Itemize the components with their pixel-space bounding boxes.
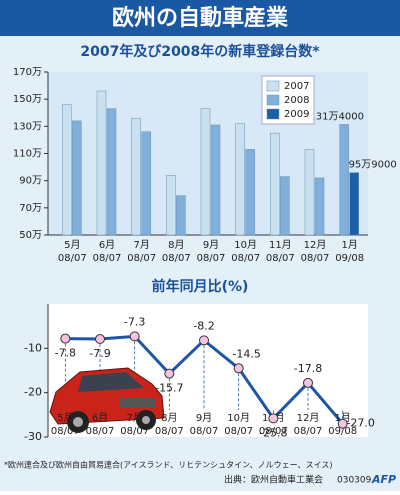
legend-swatch <box>266 80 280 92</box>
x-tick-sublabel: 09/08 <box>335 253 364 264</box>
x-tick-label: 12月 <box>304 239 327 251</box>
main-title: 欧州の自動車産業 <box>112 5 289 31</box>
legend-label: 2007 <box>284 81 309 92</box>
y-tick-label: 110万 <box>13 149 42 160</box>
x-tick-label: 5月 <box>64 239 80 251</box>
x-tick-label: 10月 <box>227 412 250 424</box>
y-tick-label: 170万 <box>13 67 42 78</box>
x-tick-sublabel: 08/07 <box>259 426 288 437</box>
bar <box>72 120 82 236</box>
y-tick-label: 150万 <box>13 94 42 105</box>
value-label: -7.9 <box>89 347 110 360</box>
bar <box>314 177 325 236</box>
x-tick-sublabel: 08/07 <box>120 426 149 437</box>
x-tick-sublabel: 08/07 <box>162 253 191 264</box>
bar <box>339 124 349 236</box>
x-tick-sublabel: 08/07 <box>197 253 226 264</box>
bar <box>304 149 315 236</box>
value-label: -14.5 <box>232 347 260 360</box>
x-tick-label: 12月 <box>297 412 320 424</box>
x-tick-label: 11月 <box>269 239 292 251</box>
bar <box>96 90 107 236</box>
bar <box>131 117 141 236</box>
title-banner <box>0 0 400 36</box>
value-label: -25.8 <box>259 426 287 439</box>
bar <box>200 108 211 236</box>
y-tick-label: -20 <box>24 386 42 399</box>
marker <box>199 335 209 346</box>
x-tick-sublabel: 08/07 <box>51 426 80 437</box>
value-label: -17.8 <box>294 362 322 375</box>
legend-swatch <box>266 94 280 106</box>
marker <box>60 333 71 344</box>
bar <box>141 131 151 236</box>
bar <box>176 195 186 236</box>
x-tick-label: 6月 <box>99 239 115 251</box>
x-tick-sublabel: 08/07 <box>86 426 115 437</box>
legend-label: 2009 <box>284 109 309 120</box>
marker <box>129 331 140 342</box>
x-tick-label: 8月 <box>168 239 184 251</box>
x-tick-label: 1月 <box>341 239 357 251</box>
y-tick-label: 90万 <box>19 176 42 187</box>
legend-label: 2008 <box>284 95 309 106</box>
x-tick-sublabel: 08/07 <box>127 253 156 264</box>
bar <box>62 104 72 236</box>
bar <box>235 123 245 236</box>
marker <box>164 368 175 379</box>
x-tick-label: 9月 <box>196 412 212 424</box>
x-tick-sublabel: 08/07 <box>155 426 184 437</box>
x-tick-label: 7月 <box>133 239 149 251</box>
value-label: 95万9000 <box>349 160 397 171</box>
x-tick-label: 10月 <box>234 239 257 251</box>
x-tick-sublabel: 08/07 <box>266 253 295 264</box>
x-tick-label: 5月 <box>57 412 73 424</box>
legend-swatch <box>266 108 280 120</box>
marker <box>233 363 244 374</box>
value-label: -15.7 <box>155 382 183 395</box>
x-tick-sublabel: 09/08 <box>328 426 357 437</box>
x-tick-label: 8月 <box>161 412 177 424</box>
x-tick-label: 9月 <box>203 239 219 251</box>
bar <box>270 132 280 236</box>
bar <box>210 124 221 236</box>
bar <box>245 149 255 236</box>
bar <box>280 176 290 236</box>
x-tick-label: 7月 <box>126 412 142 424</box>
x-tick-label: 6月 <box>92 412 108 424</box>
y-tick-label: 70万 <box>19 203 42 214</box>
line-chart-title: 前年同月比(%) <box>152 278 249 295</box>
x-tick-sublabel: 08/07 <box>294 426 323 437</box>
bar <box>106 108 117 236</box>
x-tick-sublabel: 08/07 <box>190 426 219 437</box>
car-illustration <box>49 367 165 433</box>
logo: AFP <box>371 473 396 486</box>
value-label: -7.8 <box>55 347 76 360</box>
bar-chart-title: 2007年及び2008年の新車登録台数* <box>80 43 320 60</box>
bar <box>166 174 176 236</box>
x-tick-sublabel: 08/07 <box>301 253 330 264</box>
value-label: -27.0 <box>346 417 374 430</box>
y-tick-label: 130万 <box>13 121 42 132</box>
code: 030309 <box>337 476 372 486</box>
x-tick-sublabel: 08/07 <box>224 426 253 437</box>
marker <box>337 418 348 429</box>
y-tick-label: 50万 <box>19 230 42 241</box>
marker <box>268 413 279 424</box>
marker <box>303 377 313 388</box>
y-tick-label: -30 <box>24 430 42 443</box>
bar <box>349 172 359 236</box>
value-label: -7.3 <box>124 315 145 328</box>
value-label: 131万4000 <box>309 111 364 122</box>
value-label: -8.2 <box>193 319 214 332</box>
footnote: *欧州連合及び欧州自由貿易連合(アイスランド、リヒテンシュタイン、ノルウェー、ス… <box>4 460 332 470</box>
x-tick-sublabel: 08/07 <box>93 253 122 264</box>
y-tick-label: -10 <box>24 341 42 354</box>
x-tick-sublabel: 08/07 <box>231 253 260 264</box>
x-tick-sublabel: 08/07 <box>58 253 87 264</box>
source: 出典：欧州自動車工業会 <box>224 474 323 486</box>
marker <box>95 334 105 345</box>
